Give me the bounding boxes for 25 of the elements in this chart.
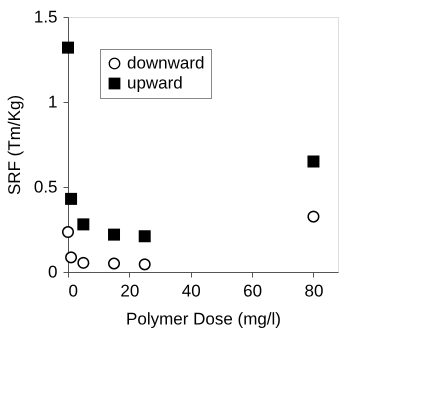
x-tick-label: 80 — [304, 282, 324, 300]
x-tick-label: 0 — [68, 282, 78, 300]
point — [65, 192, 78, 205]
point — [307, 156, 320, 168]
y-tick-label: 1.5 — [34, 8, 58, 26]
point — [65, 251, 78, 264]
point — [307, 210, 320, 223]
legend-label: upward — [127, 74, 183, 92]
point — [108, 258, 120, 270]
y-axis-title: SRF (Tm/Kg) — [4, 94, 24, 196]
point — [108, 228, 120, 241]
y-tick-label: 0 — [48, 262, 58, 282]
point — [138, 258, 151, 270]
point — [62, 42, 74, 54]
point — [62, 226, 74, 238]
point — [138, 230, 151, 242]
point — [77, 218, 90, 230]
x-tick-label: 40 — [182, 282, 201, 300]
y-tick-label: 0.5 — [34, 178, 58, 196]
x-tick-label: 20 — [120, 282, 140, 300]
legend-label: downward — [127, 54, 204, 72]
x-tick-label: 60 — [243, 282, 262, 300]
x-axis-title: Polymer Dose (mg/l) — [126, 310, 281, 328]
y-tick-label: 1 — [48, 92, 58, 112]
point — [77, 256, 90, 269]
